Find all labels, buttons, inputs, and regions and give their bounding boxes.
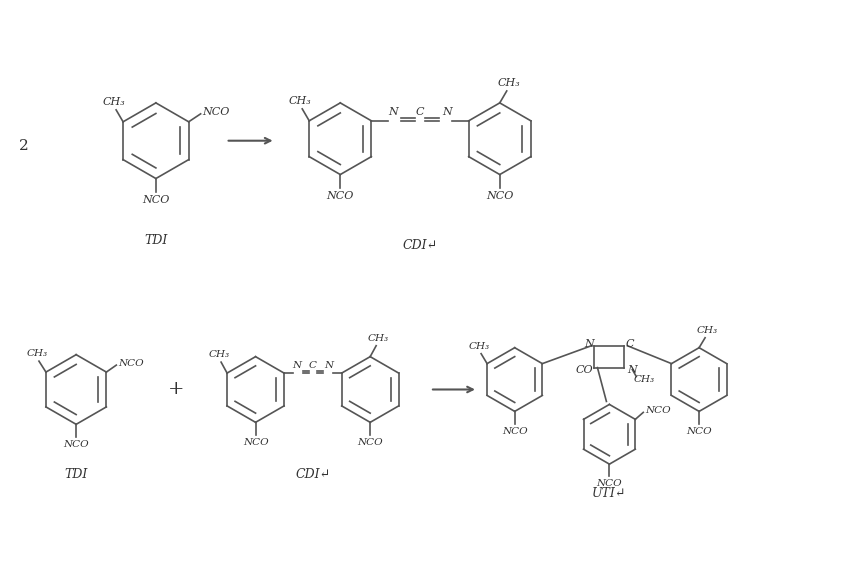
Text: NCO: NCO [686,427,711,436]
Text: CDI↵: CDI↵ [402,239,437,252]
Text: TDI: TDI [64,467,88,480]
Text: C: C [309,361,316,370]
Text: CH₃: CH₃ [208,350,229,359]
Text: N: N [584,339,594,349]
Text: NCO: NCO [596,479,622,488]
Text: 2: 2 [20,138,29,153]
Text: NCO: NCO [142,196,170,205]
Text: N: N [324,361,334,370]
Text: CH₃: CH₃ [26,349,48,358]
Text: N: N [442,107,451,117]
Text: NCO: NCO [485,192,513,201]
Text: NCO: NCO [645,406,670,415]
Text: NCO: NCO [242,438,268,447]
Text: CH₃: CH₃ [288,96,311,106]
Text: NCO: NCO [63,440,89,449]
Text: CH₃: CH₃ [367,333,388,343]
Text: NCO: NCO [202,107,229,117]
Text: CH₃: CH₃ [496,78,519,88]
Text: CH₃: CH₃ [468,341,489,351]
Text: N: N [387,107,397,117]
Text: NCO: NCO [502,427,527,436]
Text: TDI: TDI [144,234,167,247]
Text: CH₃: CH₃ [633,375,654,384]
Text: N: N [627,364,636,375]
Text: CO: CO [575,364,593,375]
Text: NCO: NCO [357,438,382,447]
Text: CH₃: CH₃ [102,97,125,107]
Text: +: + [167,380,184,399]
Text: CH₃: CH₃ [696,326,717,335]
Text: CDI↵: CDI↵ [295,467,330,480]
Text: NCO: NCO [326,192,353,201]
Text: UTI↵: UTI↵ [591,487,626,500]
Text: C: C [624,339,633,349]
Text: C: C [415,107,424,117]
Text: N: N [292,361,301,370]
Text: NCO: NCO [119,359,144,368]
